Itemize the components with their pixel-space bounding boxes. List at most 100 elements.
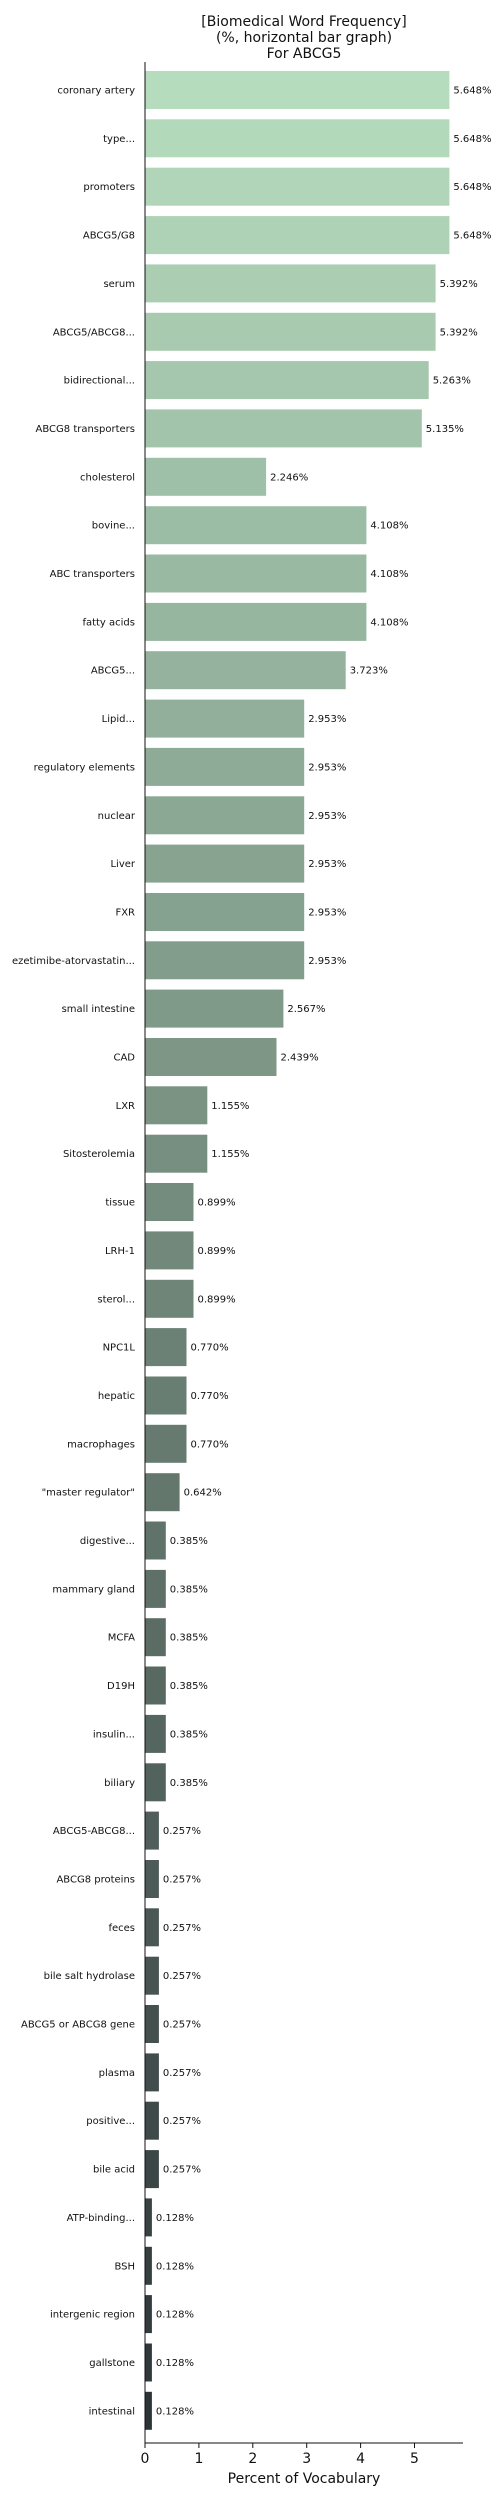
category-label: mammary gland xyxy=(52,1584,135,1595)
bar-row: bile acid 0.257% xyxy=(93,2150,201,2189)
bar-row: ABCG5/G8 5.648% xyxy=(83,216,492,255)
category-label: serum xyxy=(103,279,135,290)
bar xyxy=(145,457,267,496)
bar xyxy=(145,1231,194,1270)
category-label: FXR xyxy=(115,908,135,919)
category-label: ABCG5/G8 xyxy=(83,231,135,242)
value-label: 2.953% xyxy=(308,714,346,725)
bar xyxy=(145,2150,159,2189)
value-label: 0.257% xyxy=(163,1971,201,1982)
bar-row: ABCG5-ABCG8... 0.257% xyxy=(53,1811,201,1850)
bar xyxy=(145,506,367,545)
category-label: LRH-1 xyxy=(105,1246,135,1257)
category-label: fatty acids xyxy=(82,617,135,628)
value-label: 0.385% xyxy=(170,1633,208,1644)
value-label: 0.257% xyxy=(163,2116,201,2127)
bar-row: tissue 0.899% xyxy=(105,1183,236,1221)
x-axis-title: Percent of Vocabulary xyxy=(228,2471,381,2487)
value-label: 0.385% xyxy=(170,1729,208,1740)
category-label: intergenic region xyxy=(50,2310,135,2321)
value-label: 0.899% xyxy=(198,1198,236,1209)
bar-row: ezetimibe-atorvastatin... 2.953% xyxy=(12,941,346,980)
value-label: 0.385% xyxy=(170,1681,208,1692)
value-label: 5.392% xyxy=(440,279,478,290)
value-label: 2.953% xyxy=(308,956,346,967)
bar-row: intergenic region 0.128% xyxy=(50,2295,194,2334)
value-label: 5.263% xyxy=(433,376,471,387)
bar xyxy=(145,2246,152,2285)
bar-row: Liver 2.953% xyxy=(110,844,346,883)
bar xyxy=(145,1908,159,1947)
value-label: 0.257% xyxy=(163,2165,201,2176)
value-label: 3.723% xyxy=(350,666,388,677)
bar-row: ABCG5... 3.723% xyxy=(91,651,388,690)
category-label: positive... xyxy=(86,2116,135,2127)
category-label: small intestine xyxy=(62,1004,135,1015)
category-label: ABCG8 proteins xyxy=(56,1875,135,1886)
category-label: NPC1L xyxy=(103,1343,136,1354)
bar xyxy=(145,2005,159,2043)
bar-row: nuclear 2.953% xyxy=(98,796,346,835)
bar-row: hepatic 0.770% xyxy=(98,1376,229,1415)
bar xyxy=(145,1860,159,1898)
bar-row: LXR 1.155% xyxy=(116,1086,249,1125)
bar-row: serum 5.392% xyxy=(103,264,478,303)
bar xyxy=(145,602,367,641)
x-axis: 0 1 2 3 4 5 Percent of Vocabulary xyxy=(141,2442,463,2487)
bar-row: LRH-1 0.899% xyxy=(105,1231,236,1270)
bar xyxy=(145,1279,194,1318)
value-label: 0.257% xyxy=(163,1826,201,1837)
bar xyxy=(145,2101,159,2140)
bar-row: regulatory elements 2.953% xyxy=(34,747,346,786)
category-label: sterol... xyxy=(97,1294,135,1305)
bar xyxy=(145,2295,152,2334)
value-label: 0.899% xyxy=(198,1294,236,1305)
bar-row: type... 5.648% xyxy=(103,119,492,158)
value-label: 0.385% xyxy=(170,1584,208,1595)
value-label: 2.953% xyxy=(308,908,346,919)
category-label: tissue xyxy=(105,1198,135,1209)
bar xyxy=(145,1424,187,1463)
bar xyxy=(145,1183,194,1221)
bar xyxy=(145,1569,166,1608)
value-label: 0.642% xyxy=(184,1488,222,1499)
category-label: "master regulator" xyxy=(42,1488,135,1499)
bar-row: D19H 0.385% xyxy=(107,1666,208,1705)
category-label: hepatic xyxy=(98,1391,135,1402)
value-label: 1.155% xyxy=(211,1149,249,1160)
chart-title-line-3: For ABCG5 xyxy=(267,46,342,62)
category-label: cholesterol xyxy=(80,472,135,483)
category-label: MCFA xyxy=(108,1633,135,1644)
bar-row: positive... 0.257% xyxy=(86,2101,201,2140)
bar xyxy=(145,71,450,109)
bar-row: ABCG8 proteins 0.257% xyxy=(56,1860,201,1898)
bar xyxy=(145,941,305,980)
category-label: type... xyxy=(103,134,135,145)
category-label: plasma xyxy=(99,2068,135,2079)
category-label: LXR xyxy=(116,1101,135,1112)
value-label: 0.899% xyxy=(198,1246,236,1257)
category-label: CAD xyxy=(113,1053,135,1064)
x-tick-label: 5 xyxy=(410,2451,419,2467)
category-label: BSH xyxy=(114,2261,135,2272)
bar-row: Lipid... 2.953% xyxy=(102,699,346,738)
category-label: feces xyxy=(108,1923,135,1934)
bar-row: mammary gland 0.385% xyxy=(52,1569,208,1608)
value-label: 4.108% xyxy=(370,569,408,580)
value-label: 4.108% xyxy=(370,617,408,628)
category-label: ABCG5-ABCG8... xyxy=(53,1826,135,1837)
bar xyxy=(145,1763,166,1802)
bar xyxy=(145,893,305,931)
category-label: digestive... xyxy=(80,1536,135,1547)
value-label: 2.246% xyxy=(270,472,308,483)
bar-row: ABCG5 or ABCG8 gene 0.257% xyxy=(21,2005,201,2043)
category-label: ATP-binding... xyxy=(67,2213,135,2224)
category-label: ezetimibe-atorvastatin... xyxy=(12,956,135,967)
bar xyxy=(145,264,436,303)
bar xyxy=(145,1328,187,1367)
bar xyxy=(145,1666,166,1705)
bar-row: Sitosterolemia 1.155% xyxy=(63,1134,249,1173)
value-label: 2.953% xyxy=(308,762,346,773)
bar-row: macrophages 0.770% xyxy=(67,1424,229,1463)
